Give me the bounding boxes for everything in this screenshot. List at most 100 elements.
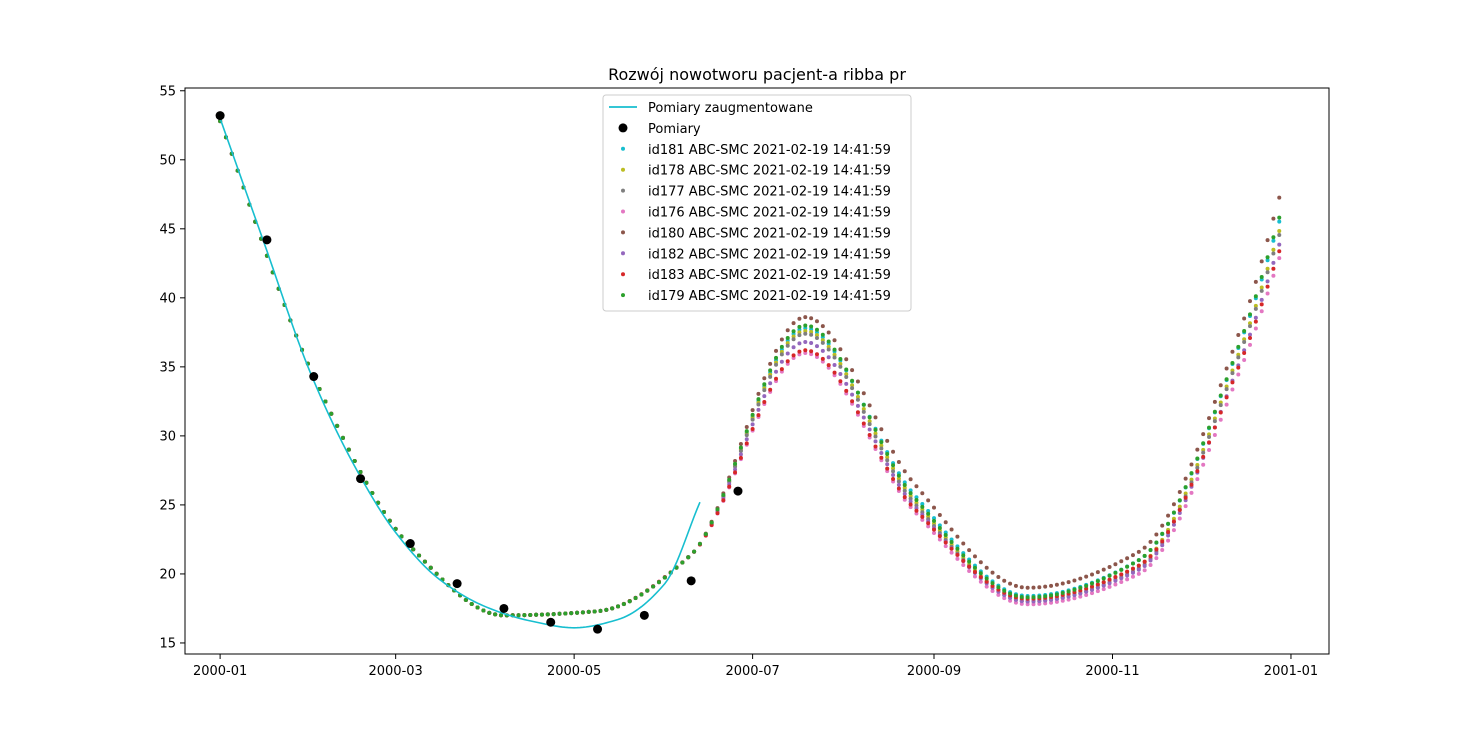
legend-dot-swatch <box>621 209 625 214</box>
sim-point <box>1253 294 1258 299</box>
sim-point <box>838 357 843 362</box>
sim-point <box>733 461 738 466</box>
sim-point <box>329 411 334 416</box>
sim-point <box>850 368 855 373</box>
sim-point <box>528 612 533 617</box>
sim-point <box>1248 324 1252 329</box>
sim-point <box>867 403 872 408</box>
sim-point <box>850 378 855 383</box>
sim-point <box>1195 463 1200 468</box>
sim-point <box>738 442 743 447</box>
sim-point <box>785 328 790 333</box>
sim-point <box>1259 259 1264 264</box>
sim-point <box>557 611 562 616</box>
sim-point <box>1037 601 1042 606</box>
sim-point <box>803 323 808 328</box>
sim-point <box>1125 573 1130 578</box>
legend-dot-swatch <box>621 230 625 235</box>
sim-point <box>1049 600 1054 605</box>
sim-point <box>1265 238 1270 243</box>
sim-point <box>814 344 819 349</box>
sim-point <box>768 361 773 366</box>
sim-point <box>1113 578 1118 583</box>
sim-point <box>1084 592 1089 597</box>
sim-point <box>779 337 784 342</box>
sim-point <box>814 333 819 338</box>
legend-label: Pomiary zaugmentowane <box>648 101 813 116</box>
sim-point <box>1148 558 1153 563</box>
sim-point <box>891 463 896 468</box>
sim-point <box>861 406 866 411</box>
sim-point <box>1130 566 1135 571</box>
sim-point <box>879 440 884 445</box>
sim-point <box>627 599 632 604</box>
sim-point <box>1207 448 1212 453</box>
sim-point <box>411 547 416 552</box>
sim-point <box>809 352 814 357</box>
sim-point <box>797 333 802 338</box>
measurement-point <box>733 486 743 496</box>
sim-point <box>1049 583 1054 588</box>
sim-point <box>1242 340 1247 345</box>
sim-point <box>1265 266 1270 271</box>
sim-point <box>961 541 966 546</box>
sim-point <box>1142 568 1147 573</box>
sim-point <box>803 331 808 336</box>
sim-point <box>1171 528 1176 533</box>
sim-point <box>1265 284 1270 289</box>
sim-point <box>1189 490 1194 495</box>
sim-point <box>1224 402 1229 407</box>
sim-point <box>791 353 796 358</box>
sim-point <box>1212 432 1217 437</box>
sim-point <box>891 469 896 474</box>
sim-point <box>891 466 896 471</box>
sim-point <box>1277 215 1282 220</box>
sim-point <box>978 571 983 576</box>
sim-point <box>750 427 755 432</box>
sim-point <box>1242 348 1247 353</box>
sim-point <box>774 355 779 360</box>
sim-point <box>978 579 983 584</box>
sim-point <box>914 508 919 513</box>
legend-entry: id176 ABC-SMC 2021-02-19 14:41:59 <box>621 206 891 221</box>
sim-point <box>1072 596 1077 601</box>
sim-point <box>891 472 896 477</box>
sim-point <box>1136 558 1141 563</box>
y-tick-label: 55 <box>159 84 176 99</box>
sim-point <box>914 484 919 489</box>
sim-point <box>996 585 1001 590</box>
sim-point <box>814 354 819 359</box>
sim-point <box>990 588 995 593</box>
sim-point <box>797 341 802 346</box>
sim-point <box>1265 279 1270 284</box>
sim-point <box>1230 380 1235 385</box>
sim-point <box>908 499 913 504</box>
sim-point <box>697 541 702 546</box>
sim-point <box>1130 570 1135 575</box>
x-tick-label: 2001-01 <box>1264 664 1318 679</box>
sim-point <box>498 613 503 618</box>
sim-point <box>1043 598 1048 603</box>
sim-point <box>1072 587 1077 592</box>
legend-label: id183 ABC-SMC 2021-02-19 14:41:59 <box>648 268 891 283</box>
sim-point <box>481 608 486 613</box>
sim-point <box>1265 270 1270 275</box>
sim-point <box>885 466 890 471</box>
sim-point <box>826 355 831 360</box>
sim-point <box>896 476 901 481</box>
sim-point <box>1084 574 1089 579</box>
sim-point <box>756 413 761 418</box>
sim-point <box>990 581 995 586</box>
sim-point <box>756 407 761 412</box>
sim-point <box>791 345 796 350</box>
sim-point <box>516 613 521 618</box>
sim-point <box>803 326 808 331</box>
sim-point <box>820 356 825 361</box>
x-tick-label: 2000-11 <box>1085 664 1139 679</box>
sim-point <box>1154 540 1159 545</box>
legend-entry: id178 ABC-SMC 2021-02-19 14:41:59 <box>621 164 891 179</box>
sim-point <box>1113 582 1118 587</box>
sim-point <box>1090 581 1095 586</box>
sim-point <box>797 316 802 321</box>
legend-label: id181 ABC-SMC 2021-02-19 14:41:59 <box>648 143 891 158</box>
